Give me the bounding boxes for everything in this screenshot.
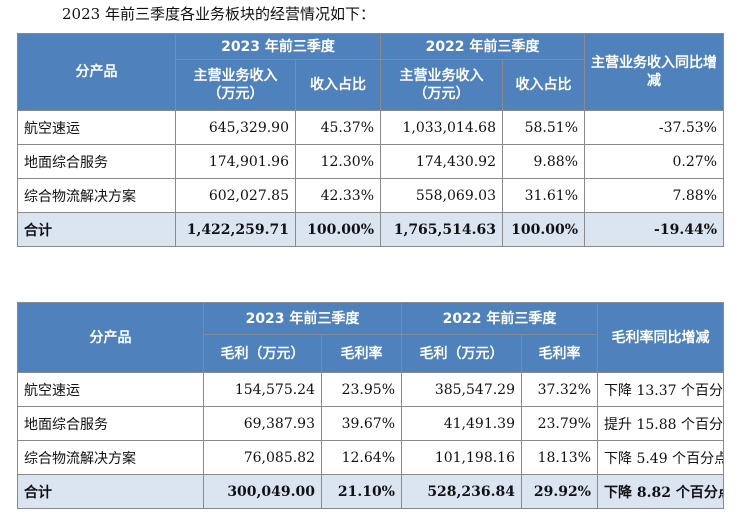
revenue-2023: 645,329.90 [175,110,296,145]
total-label: 合计 [17,212,176,247]
revenue-yoy: -37.53% [584,110,724,145]
total-share-2022: 100.00% [502,212,585,247]
share-2023: 12.30% [295,144,381,179]
revenue-2022: 558,069.03 [380,178,503,213]
margin-2023: 39.67% [321,406,402,441]
margin-2022: 37.32% [521,372,598,407]
revenue-table: 分产品 2023 年前三季度 2022 年前三季度 主营业务收入同比增减 主营业… [17,33,724,247]
margin-2023: 23.95% [321,372,402,407]
revenue-2023: 602,027.85 [175,178,296,213]
header-revenue-2022: 主营业务收入（万元） [380,59,503,111]
gross-profit-2022: 41,491.39 [401,406,522,441]
product-name: 综合物流解决方案 [17,440,204,475]
total-gross-profit-2023: 300,049.00 [203,474,322,509]
table-row: 地面综合服务 69,387.93 39.67% 41,491.39 23.79%… [17,406,724,441]
header-margin-change: 毛利率同比增减 [597,302,724,373]
revenue-2022: 1,033,014.68 [380,110,503,145]
table-row: 地面综合服务 174,901.96 12.30% 174,430.92 9.88… [17,144,724,179]
share-2022: 9.88% [502,144,585,179]
header-revenue-2023: 主营业务收入（万元） [175,59,296,111]
header-period-2022: 2022 年前三季度 [380,33,585,60]
header-share-2023: 收入占比 [295,59,381,111]
margin-2022: 18.13% [521,440,598,475]
gross-profit-2022: 385,547.29 [401,372,522,407]
product-name: 航空速运 [17,110,176,145]
header-margin-2022: 毛利率 [521,334,598,373]
table-row: 航空速运 154,575.24 23.95% 385,547.29 37.32%… [17,372,724,407]
table-row: 综合物流解决方案 76,085.82 12.64% 101,198.16 18.… [17,440,724,475]
total-gross-profit-2022: 528,236.84 [401,474,522,509]
gross-profit-2023: 76,085.82 [203,440,322,475]
revenue-2022: 174,430.92 [380,144,503,179]
margin-2023: 12.64% [321,440,402,475]
revenue-2023: 174,901.96 [175,144,296,179]
product-name: 地面综合服务 [17,144,176,179]
share-2023: 42.33% [295,178,381,213]
total-revenue-yoy: -19.44% [584,212,724,247]
header-gross-profit-2022: 毛利（万元） [401,334,522,373]
total-revenue-2023: 1,422,259.71 [175,212,296,247]
table-row: 航空速运 645,329.90 45.37% 1,033,014.68 58.5… [17,110,724,145]
product-name: 航空速运 [17,372,204,407]
header-period-2022: 2022 年前三季度 [401,302,598,335]
total-row: 合计 300,049.00 21.10% 528,236.84 29.92% 下… [17,474,724,509]
gross-profit-2023: 69,387.93 [203,406,322,441]
share-2022: 58.51% [502,110,585,145]
header-product: 分产品 [17,33,176,111]
margin-2022: 23.79% [521,406,598,441]
margin-change: 下降 5.49 个百分点 [597,440,724,475]
margin-change: 下降 13.37 个百分点 [597,372,724,407]
total-margin-2023: 21.10% [321,474,402,509]
product-name: 综合物流解决方案 [17,178,176,213]
header-revenue-yoy: 主营业务收入同比增减 [584,33,724,111]
total-margin-2022: 29.92% [521,474,598,509]
header-gross-profit-2023: 毛利（万元） [203,334,322,373]
gross-profit-2022: 101,198.16 [401,440,522,475]
revenue-yoy: 7.88% [584,178,724,213]
share-2023: 45.37% [295,110,381,145]
header-share-2022: 收入占比 [502,59,585,111]
total-margin-change: 下降 8.82 个百分点 [597,474,724,509]
header-product: 分产品 [17,302,204,373]
header-margin-2023: 毛利率 [321,334,402,373]
intro-text: 2023 年前三季度各业务板块的经营情况如下： [62,5,375,23]
gross-margin-table: 分产品 2023 年前三季度 2022 年前三季度 毛利率同比增减 毛利（万元）… [17,302,724,509]
share-2022: 31.61% [502,178,585,213]
table-row: 综合物流解决方案 602,027.85 42.33% 558,069.03 31… [17,178,724,213]
revenue-yoy: 0.27% [584,144,724,179]
total-label: 合计 [17,474,204,509]
gross-profit-2023: 154,575.24 [203,372,322,407]
header-period-2023: 2023 年前三季度 [175,33,381,60]
header-period-2023: 2023 年前三季度 [203,302,402,335]
total-share-2023: 100.00% [295,212,381,247]
total-revenue-2022: 1,765,514.63 [380,212,503,247]
total-row: 合计 1,422,259.71 100.00% 1,765,514.63 100… [17,212,724,247]
margin-change: 提升 15.88 个百分点 [597,406,724,441]
product-name: 地面综合服务 [17,406,204,441]
